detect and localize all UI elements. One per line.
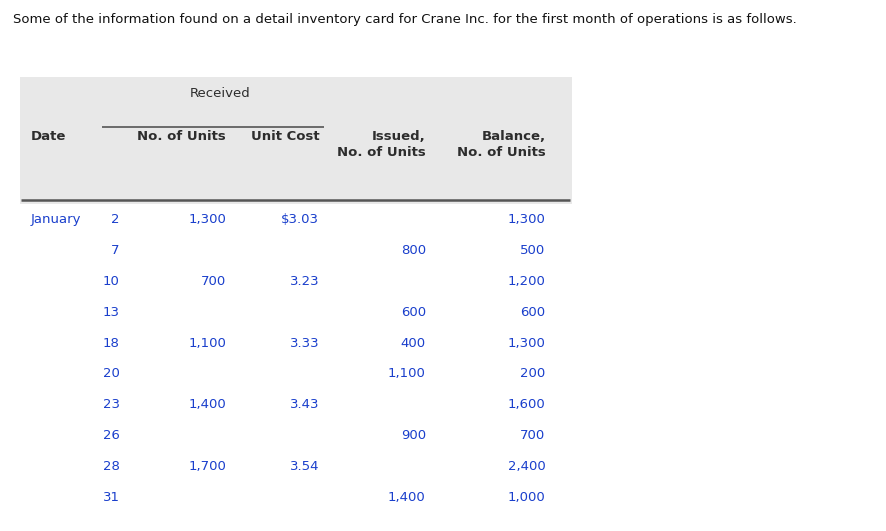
Text: 1,300: 1,300: [507, 213, 545, 226]
Text: 800: 800: [400, 244, 425, 257]
Text: 1,100: 1,100: [188, 337, 226, 349]
Text: Received: Received: [190, 87, 250, 99]
Text: 7: 7: [111, 244, 120, 257]
Text: 500: 500: [520, 244, 545, 257]
Text: 28: 28: [103, 460, 120, 473]
Text: No. of Units: No. of Units: [137, 130, 226, 143]
Text: Date: Date: [31, 130, 66, 143]
Text: 600: 600: [520, 306, 545, 319]
Text: 200: 200: [520, 367, 545, 380]
Text: 23: 23: [103, 398, 120, 411]
Text: 10: 10: [103, 275, 120, 288]
Text: 1,300: 1,300: [188, 213, 226, 226]
Text: 2,400: 2,400: [507, 460, 545, 473]
Text: 3.43: 3.43: [290, 398, 319, 411]
Text: 1,400: 1,400: [387, 491, 425, 503]
Text: 1,100: 1,100: [387, 367, 425, 380]
Text: Balance,
No. of Units: Balance, No. of Units: [456, 130, 545, 159]
Text: 1,400: 1,400: [188, 398, 226, 411]
Text: Issued,
No. of Units: Issued, No. of Units: [337, 130, 425, 159]
Text: 400: 400: [400, 337, 425, 349]
Text: Unit Cost: Unit Cost: [251, 130, 319, 143]
Text: 700: 700: [520, 429, 545, 442]
Text: 1,600: 1,600: [507, 398, 545, 411]
Text: 3.54: 3.54: [290, 460, 319, 473]
Text: 3.33: 3.33: [290, 337, 319, 349]
Text: 20: 20: [103, 367, 120, 380]
Text: 1,300: 1,300: [507, 337, 545, 349]
Text: 26: 26: [103, 429, 120, 442]
Text: 900: 900: [400, 429, 425, 442]
Text: 18: 18: [103, 337, 120, 349]
Text: 31: 31: [103, 491, 120, 503]
Text: $3.03: $3.03: [281, 213, 319, 226]
Text: 2: 2: [111, 213, 120, 226]
Text: January: January: [31, 213, 82, 226]
Text: Some of the information found on a detail inventory card for Crane Inc. for the : Some of the information found on a detai…: [13, 13, 797, 26]
Text: 13: 13: [103, 306, 120, 319]
Text: 600: 600: [400, 306, 425, 319]
Text: 700: 700: [201, 275, 226, 288]
Text: 1,000: 1,000: [507, 491, 545, 503]
Text: 1,700: 1,700: [188, 460, 226, 473]
Text: 1,200: 1,200: [507, 275, 545, 288]
Text: 3.23: 3.23: [290, 275, 319, 288]
